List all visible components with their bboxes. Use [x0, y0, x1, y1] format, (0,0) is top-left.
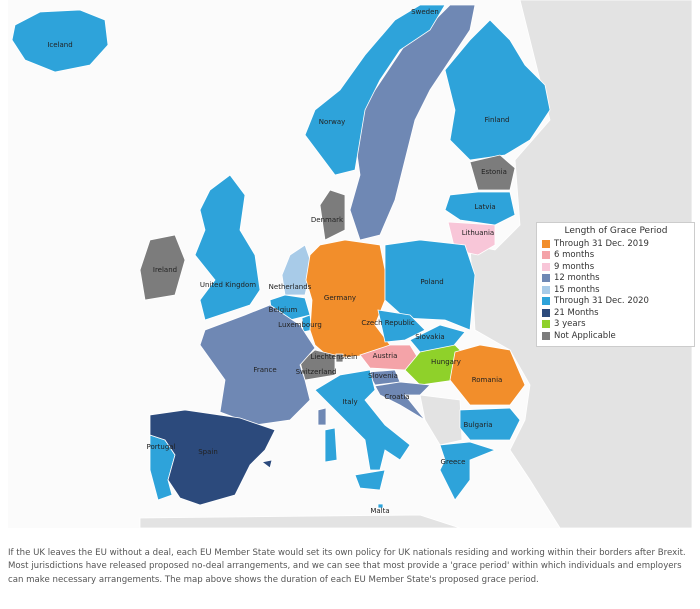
country-label-latvia: Latvia: [474, 203, 496, 211]
country-label-poland: Poland: [420, 278, 444, 286]
country-label-estonia: Estonia: [481, 168, 507, 176]
country-slovakia[interactable]: [409, 324, 466, 353]
legend-item[interactable]: 12 months: [542, 273, 690, 285]
legend-label: 12 months: [554, 273, 600, 284]
country-label-spain: Spain: [198, 448, 218, 456]
country-spain[interactable]: [149, 409, 276, 506]
country-denmark[interactable]: [319, 189, 346, 241]
legend-label: Through 31 Dec. 2020: [554, 296, 649, 307]
country-ireland[interactable]: [139, 234, 186, 301]
country-label-switzerland: Switzerland: [295, 368, 337, 376]
country-liechtenstein[interactable]: [335, 353, 344, 363]
legend-item[interactable]: 3 years: [542, 319, 690, 331]
country-finland[interactable]: [444, 19, 551, 161]
country-italy[interactable]: [324, 427, 338, 463]
country-label-lithuania: Lithuania: [461, 229, 495, 237]
country-malta[interactable]: [377, 503, 384, 509]
country-italy[interactable]: [354, 469, 386, 491]
legend-label: Not Applicable: [554, 330, 616, 341]
country-italy[interactable]: [314, 369, 411, 471]
country-france[interactable]: [317, 407, 327, 426]
legend-item[interactable]: Through 31 Dec. 2020: [542, 296, 690, 308]
country-label-greece: Greece: [440, 458, 466, 466]
country-france[interactable]: [199, 304, 316, 426]
legend-item[interactable]: Through 31 Dec. 2019: [542, 238, 690, 250]
country-label-germany: Germany: [323, 294, 357, 302]
country-bulgaria[interactable]: [459, 407, 521, 441]
legend-item[interactable]: 6 months: [542, 250, 690, 262]
country-label-luxembourg: Luxembourg: [278, 321, 322, 329]
country-latvia[interactable]: [444, 191, 516, 226]
country-label-bulgaria: Bulgaria: [463, 421, 493, 429]
legend-swatch: [542, 274, 550, 283]
legend-swatch: [542, 297, 550, 306]
country-label-romania: Romania: [471, 376, 503, 384]
country-croatia[interactable]: [374, 381, 431, 421]
legend-title: Length of Grace Period: [564, 226, 668, 236]
legend-swatch: [542, 308, 550, 317]
country-label-finland: Finland: [484, 116, 510, 124]
country-label-malta: Malta: [370, 507, 390, 515]
legend-item[interactable]: 9 months: [542, 261, 690, 273]
country-sweden[interactable]: [349, 4, 476, 241]
legend-swatch: [542, 262, 550, 271]
non-eu-land: [419, 394, 463, 446]
country-label-portugal: Portugal: [146, 443, 176, 451]
country-greece[interactable]: [439, 441, 497, 501]
country-united-kingdom[interactable]: [194, 174, 261, 321]
legend-label: 9 months: [554, 261, 595, 272]
country-czech-republic[interactable]: [377, 309, 426, 343]
country-norway[interactable]: [304, 4, 446, 176]
legend-label: Through 31 Dec. 2019: [554, 238, 649, 249]
country-label-norway: Norway: [318, 118, 346, 126]
legend: Length of Grace Period Through 31 Dec. 2…: [536, 222, 695, 347]
country-poland[interactable]: [384, 239, 476, 331]
legend-swatch: [542, 251, 550, 260]
legend-swatch: [542, 285, 550, 294]
country-iceland[interactable]: [11, 9, 109, 73]
country-romania[interactable]: [449, 344, 526, 406]
country-label-czech-republic: Czech Republic: [361, 319, 415, 327]
legend-swatch: [542, 331, 550, 340]
non-eu-land: [139, 514, 461, 528]
country-label-sweden: Sweden: [411, 8, 439, 16]
caption: If the UK leaves the EU without a deal, …: [8, 548, 686, 585]
country-netherlands[interactable]: [281, 244, 313, 296]
legend-label: 15 months: [554, 284, 600, 295]
legend-label: 21 Months: [554, 307, 599, 318]
country-label-belgium: Belgium: [268, 306, 298, 314]
country-spain[interactable]: [261, 459, 273, 469]
country-label-hungary: Hungary: [431, 358, 461, 366]
legend-swatch: [542, 320, 550, 329]
country-label-liechtenstein: Liechtenstein: [310, 353, 358, 361]
country-estonia[interactable]: [469, 154, 516, 191]
country-label-denmark: Denmark: [310, 216, 344, 224]
country-label-austria: Austria: [372, 352, 398, 360]
country-label-croatia: Croatia: [384, 393, 410, 401]
legend-item[interactable]: 15 months: [542, 284, 690, 296]
legend-item[interactable]: Not Applicable: [542, 330, 690, 342]
legend-label: 6 months: [554, 250, 595, 261]
country-label-france: France: [253, 366, 277, 374]
country-label-ireland: Ireland: [152, 266, 178, 274]
country-label-iceland: Iceland: [47, 41, 73, 49]
country-label-slovakia: Slovakia: [415, 333, 445, 341]
country-label-united-kingdom: United Kingdom: [199, 281, 257, 289]
legend-item[interactable]: 21 Months: [542, 307, 690, 319]
legend-label: 3 years: [554, 319, 586, 330]
country-label-slovenia: Slovenia: [368, 372, 398, 380]
country-label-italy: Italy: [342, 398, 358, 406]
legend-swatch: [542, 239, 550, 248]
country-label-netherlands: Netherlands: [268, 283, 312, 291]
